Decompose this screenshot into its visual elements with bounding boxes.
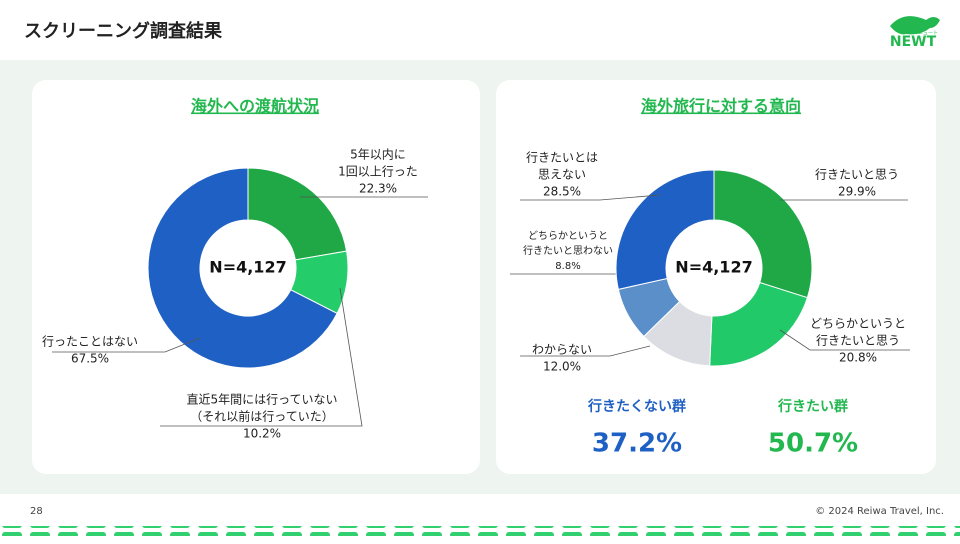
category-label: 直近5年間には行っていない	[186, 393, 337, 407]
group-name: 行きたくない群	[587, 398, 686, 415]
category-label: 行ったことはない	[42, 335, 138, 349]
group-value: 37.2%	[592, 429, 682, 459]
category-label: どちらかというと	[528, 230, 608, 242]
value-label: 28.5%	[543, 185, 581, 199]
chart-title: 海外への渡航状況	[191, 97, 319, 116]
leader-line	[160, 287, 363, 427]
category-label: 行きたいと思う	[815, 168, 899, 182]
leader-line	[520, 194, 661, 201]
center-label: N=4,127	[209, 258, 286, 277]
value-label: 20.8%	[839, 351, 877, 365]
logo: NEWT ニュート	[890, 16, 940, 50]
value-label: 22.3%	[359, 182, 397, 196]
slide-title: スクリーニング調査結果	[24, 20, 223, 42]
group-value: 50.7%	[768, 429, 858, 459]
leader-line	[52, 337, 201, 353]
logo-text: NEWT	[890, 34, 937, 50]
card	[496, 80, 936, 474]
logo-sub: ニュート	[918, 31, 938, 37]
chart-title: 海外旅行に対する意向	[641, 97, 801, 116]
category-label: （それ以前は行っていた）	[190, 409, 333, 424]
value-label: 29.9%	[838, 185, 876, 199]
copyright: © 2024 Reiwa Travel, Inc.	[815, 506, 944, 517]
donut-segment	[709, 281, 809, 367]
footer-decoration	[0, 526, 960, 536]
donut-segment	[713, 169, 813, 299]
category-label: 行きたいと思う	[816, 334, 900, 348]
donut-segment	[247, 167, 348, 261]
donut-segment	[147, 167, 338, 369]
category-label: 1回以上行った	[338, 165, 418, 179]
category-label: どちらかというと	[810, 317, 906, 331]
leader-line	[779, 329, 910, 351]
leader-line	[520, 345, 651, 357]
card	[32, 80, 480, 474]
value-label: 8.8%	[555, 261, 580, 272]
value-label: 12.0%	[543, 360, 581, 374]
category-label: わからない	[532, 343, 592, 357]
page-number: 28	[30, 506, 43, 517]
category-label: 思えない	[538, 168, 586, 182]
center-label: N=4,127	[675, 258, 752, 277]
donut-segment	[615, 169, 715, 290]
category-label: 行きたいと思わない	[523, 244, 613, 257]
value-label: 67.5%	[71, 352, 109, 366]
category-label: 5年以内に	[350, 148, 406, 162]
value-label: 10.2%	[243, 427, 281, 441]
category-label: 行きたいとは	[526, 151, 598, 165]
group-name: 行きたい群	[777, 398, 848, 415]
